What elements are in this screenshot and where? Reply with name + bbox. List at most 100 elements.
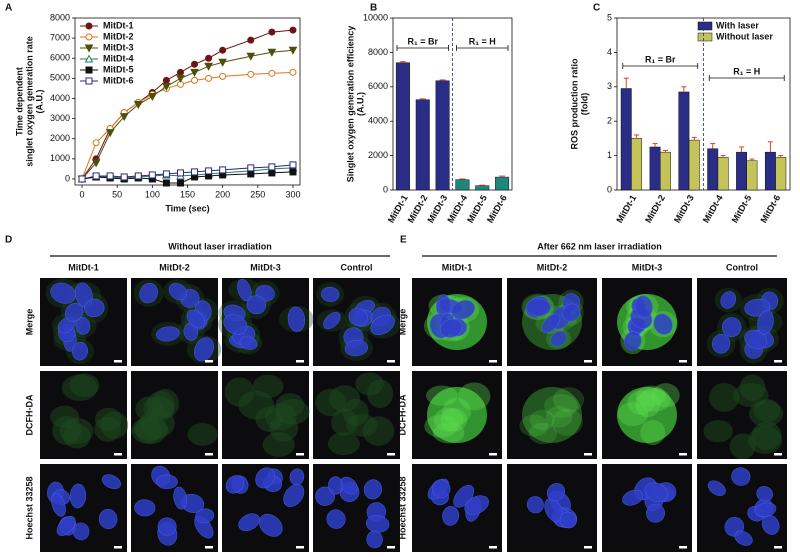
scale-bar xyxy=(679,453,687,456)
y-tick-label: 2000 xyxy=(50,133,70,143)
bar xyxy=(475,185,490,191)
nucleus xyxy=(173,486,188,510)
micrograph xyxy=(507,371,597,459)
data-point xyxy=(191,168,199,176)
data-point xyxy=(267,48,277,57)
nucleus xyxy=(363,479,383,500)
scale-bar xyxy=(205,360,213,363)
data-point xyxy=(268,169,276,177)
legend-label: With laser xyxy=(716,20,759,30)
scale-bar xyxy=(489,546,497,549)
nucleus xyxy=(757,310,774,335)
y-tick-label: 1 xyxy=(607,150,612,160)
green-signal xyxy=(709,382,740,412)
bar xyxy=(415,99,430,191)
micrograph xyxy=(507,278,597,366)
error-bar xyxy=(399,61,406,63)
data-point xyxy=(133,101,143,110)
green-signal xyxy=(545,405,573,428)
nucleus xyxy=(156,474,178,490)
green-signal xyxy=(327,432,360,456)
nucleus xyxy=(258,513,283,537)
data-point xyxy=(219,166,227,174)
y-tick-label: 2 xyxy=(607,116,612,126)
scale-bar xyxy=(296,546,304,549)
error-bar xyxy=(479,184,486,186)
data-point xyxy=(205,54,213,62)
error-bar xyxy=(710,143,716,149)
x-tick-label: 50 xyxy=(112,189,122,199)
series-line xyxy=(81,71,293,180)
scale-bar xyxy=(387,360,395,363)
bar xyxy=(717,157,729,191)
y-tick-label: 3 xyxy=(607,81,612,91)
legend-label: MitDt-4 xyxy=(103,53,134,63)
micrograph xyxy=(697,278,787,366)
bar xyxy=(649,146,661,191)
green-signal xyxy=(640,420,666,446)
nucleus xyxy=(711,333,731,354)
data-point xyxy=(247,170,255,178)
y-tick-label: 6000 xyxy=(368,81,388,91)
green-signal xyxy=(528,422,558,445)
legend-marker xyxy=(84,44,94,53)
column-header: Control xyxy=(726,262,758,272)
annotation: R₁ = Br xyxy=(408,36,439,46)
micrograph xyxy=(313,371,400,459)
scale-bar xyxy=(679,546,687,549)
nucleus xyxy=(69,483,87,509)
green-signal xyxy=(94,407,122,432)
green-signal xyxy=(262,432,295,457)
bar xyxy=(764,151,776,191)
nucleus xyxy=(183,322,199,341)
green-signal xyxy=(748,425,783,454)
data-point xyxy=(176,68,184,76)
nucleus xyxy=(238,513,260,532)
micrograph xyxy=(40,464,127,552)
legend-swatch xyxy=(697,32,713,42)
data-point xyxy=(134,172,142,180)
data-point xyxy=(162,76,170,84)
data-point xyxy=(176,169,184,177)
green-signal xyxy=(362,416,395,446)
nucleus xyxy=(756,486,773,502)
nucleus xyxy=(451,300,476,320)
green-signal xyxy=(703,420,733,443)
nucleus xyxy=(721,317,742,338)
micrograph xyxy=(222,371,310,459)
micrograph xyxy=(412,371,502,459)
data-point xyxy=(148,171,156,179)
nucleus xyxy=(328,476,343,495)
nucleus xyxy=(370,314,395,336)
nucleus xyxy=(624,331,642,351)
data-point xyxy=(289,161,297,169)
nucleus xyxy=(194,337,214,362)
micrograph xyxy=(40,371,129,459)
micrograph-bg xyxy=(507,371,597,459)
nucleus xyxy=(541,313,561,334)
green-signal xyxy=(733,383,769,407)
bar xyxy=(495,176,510,191)
error-bar xyxy=(739,146,745,153)
annotation: R₁ = H xyxy=(469,36,496,46)
nucleus xyxy=(348,307,368,327)
green-signal xyxy=(529,409,555,430)
micrograph xyxy=(40,278,127,366)
green-signal xyxy=(151,388,180,419)
error-bar xyxy=(749,158,755,161)
nucleus xyxy=(550,331,567,347)
x-tick-label: MitDt-6 xyxy=(758,193,782,224)
y-tick-label: 7000 xyxy=(50,32,70,42)
data-point xyxy=(247,164,255,172)
legend-label: MitDt-1 xyxy=(103,20,134,30)
micrograph-bg xyxy=(412,464,502,552)
data-point xyxy=(268,69,276,77)
column-header: MitDt-1 xyxy=(68,262,99,272)
green-signal xyxy=(651,383,680,408)
data-point xyxy=(205,167,213,175)
bar xyxy=(736,151,747,191)
nucleus xyxy=(339,476,358,495)
row-label: Hoechst 33258 xyxy=(24,476,34,539)
legend-marker xyxy=(85,22,93,30)
error-bar xyxy=(459,178,466,180)
